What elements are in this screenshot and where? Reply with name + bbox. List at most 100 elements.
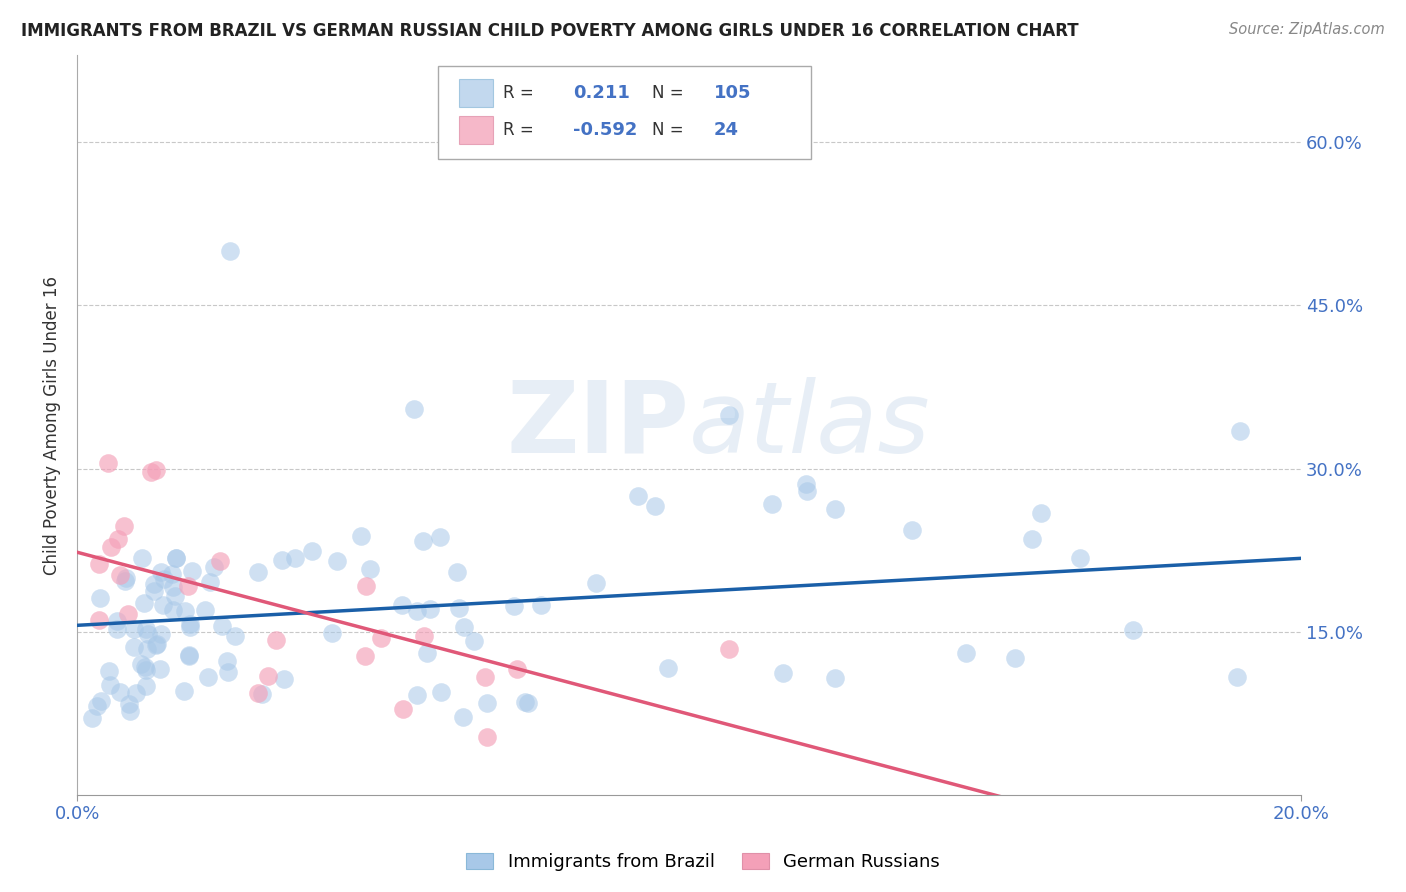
Point — [87, 613, 110, 627]
Point — [108, 568, 131, 582]
Text: 24: 24 — [713, 121, 738, 139]
Text: ZIP: ZIP — [506, 376, 689, 474]
Point — [1069, 550, 1091, 565]
Point — [224, 629, 246, 643]
Point — [402, 401, 425, 416]
Point — [217, 654, 239, 668]
Text: R =: R = — [503, 121, 534, 139]
Point — [174, 604, 197, 618]
Point — [1226, 671, 1249, 685]
Point — [179, 620, 201, 634]
Point — [122, 640, 145, 654]
Point — [148, 662, 170, 676]
Point — [135, 623, 157, 637]
Point — [134, 660, 156, 674]
Point — [135, 664, 157, 678]
Point — [112, 518, 135, 533]
Point — [89, 557, 111, 571]
Point — [160, 566, 183, 581]
Point — [718, 642, 741, 657]
Point — [513, 695, 536, 709]
Point — [118, 697, 141, 711]
Point — [252, 687, 274, 701]
Point — [901, 523, 924, 537]
Point — [321, 626, 343, 640]
Point — [1021, 532, 1043, 546]
Point — [145, 463, 167, 477]
Point — [177, 579, 200, 593]
Point — [449, 601, 471, 615]
Point — [266, 633, 288, 648]
Point — [117, 607, 139, 622]
Point — [150, 627, 173, 641]
Point — [208, 554, 231, 568]
Point — [97, 456, 120, 470]
Point — [142, 576, 165, 591]
Text: atlas: atlas — [689, 376, 931, 474]
Point — [475, 697, 498, 711]
Bar — [458, 78, 494, 107]
Point — [419, 601, 441, 615]
Point — [370, 631, 392, 645]
Point — [98, 678, 121, 692]
Point — [217, 665, 239, 680]
Text: 105: 105 — [713, 84, 751, 102]
Point — [150, 565, 173, 579]
Point — [1029, 506, 1052, 520]
Point — [180, 564, 202, 578]
Point — [115, 570, 138, 584]
Legend: Immigrants from Brazil, German Russians: Immigrants from Brazil, German Russians — [458, 846, 948, 879]
Point — [153, 573, 176, 587]
Point — [517, 696, 540, 710]
Point — [585, 576, 607, 591]
Point — [405, 604, 427, 618]
Point — [1229, 424, 1251, 438]
Point — [107, 532, 129, 546]
Point — [301, 543, 323, 558]
Point — [193, 603, 215, 617]
Point — [135, 679, 157, 693]
Point — [200, 574, 222, 589]
Point — [350, 529, 373, 543]
Point — [644, 500, 666, 514]
Point — [506, 662, 529, 676]
Text: IMMIGRANTS FROM BRAZIL VS GERMAN RUSSIAN CHILD POVERTY AMONG GIRLS UNDER 16 CORR: IMMIGRANTS FROM BRAZIL VS GERMAN RUSSIAN… — [21, 22, 1078, 40]
Point — [146, 637, 169, 651]
Point — [162, 580, 184, 594]
Point — [354, 648, 377, 663]
Point — [416, 646, 439, 660]
Point — [413, 629, 436, 643]
Point — [796, 483, 818, 498]
Text: Source: ZipAtlas.com: Source: ZipAtlas.com — [1229, 22, 1385, 37]
Point — [430, 685, 453, 699]
Point — [502, 599, 524, 614]
Point — [173, 684, 195, 698]
Point — [219, 244, 242, 258]
Point — [463, 633, 485, 648]
Point — [211, 619, 233, 633]
Point — [955, 646, 977, 660]
Point — [627, 489, 650, 503]
Point — [197, 670, 219, 684]
Point — [257, 669, 280, 683]
Point — [391, 598, 413, 612]
Text: -0.592: -0.592 — [572, 121, 637, 139]
Point — [98, 664, 121, 678]
Point — [474, 670, 496, 684]
Point — [717, 409, 740, 423]
Point — [273, 673, 295, 687]
Point — [446, 565, 468, 579]
Point — [657, 661, 679, 675]
Point — [162, 603, 184, 617]
Point — [202, 560, 225, 574]
Point — [270, 553, 292, 567]
Point — [429, 530, 451, 544]
Point — [392, 702, 415, 716]
Point — [100, 540, 122, 554]
Point — [163, 589, 186, 603]
Point — [824, 671, 846, 685]
Point — [165, 551, 187, 566]
Point — [451, 710, 474, 724]
Point — [1004, 651, 1026, 665]
Text: N =: N = — [652, 121, 683, 139]
